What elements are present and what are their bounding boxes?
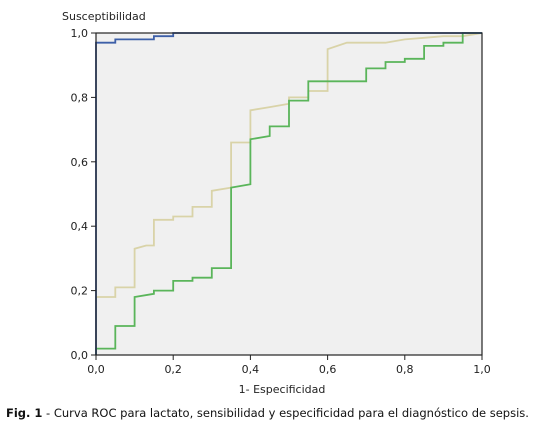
y-axis: 0,0 0,2 0,4 0,6 0,8 1,0 — [71, 27, 96, 362]
x-axis: 0,0 0,2 0,4 0,6 0,8 1,0 — [87, 355, 491, 376]
roc-curve-3 — [95, 32, 482, 355]
figure-caption: Fig. 1 - Curva ROC para lactato, sensibi… — [6, 406, 554, 420]
y-tick-label: 0,8 — [71, 91, 89, 104]
x-tick-label: 0,4 — [242, 363, 260, 376]
figure-caption-label: Fig. 1 — [6, 406, 43, 420]
x-axis-title: 1- Especificidad — [239, 383, 326, 396]
x-tick-label: 1,0 — [473, 363, 491, 376]
y-tick-label: 1,0 — [71, 27, 89, 40]
y-tick-label: 0,4 — [71, 220, 89, 233]
y-tick-label: 0,6 — [71, 156, 89, 169]
plot-frame — [95, 32, 483, 356]
plot-area — [96, 33, 482, 355]
roc-curve-2 — [95, 32, 482, 355]
roc-curve-1 — [95, 32, 483, 355]
x-tick-label: 0,6 — [319, 363, 337, 376]
figure-caption-text: - Curva ROC para lactato, sensibilidad y… — [42, 406, 529, 420]
roc-chart: Susceptibilidad 0,00,20,40,60,81,0 0,0 0,… — [62, 10, 491, 396]
y-tick-label: 0,2 — [71, 285, 89, 298]
x-tick-label: 0,2 — [164, 363, 182, 376]
x-tick-label: 0,0 — [87, 363, 105, 376]
y-tick-label: 0,0 — [71, 349, 89, 362]
x-tick-label: 0,8 — [396, 363, 414, 376]
y-axis-title: Susceptibilidad — [62, 10, 146, 23]
series-layer — [95, 32, 483, 355]
